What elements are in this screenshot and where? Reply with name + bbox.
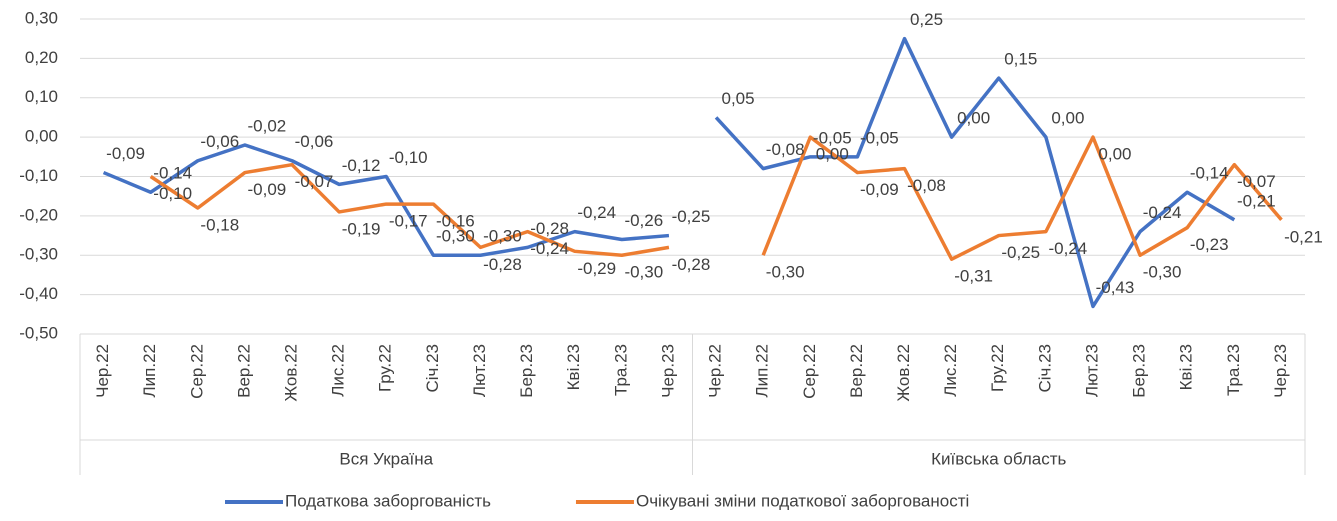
data-label: -0,21 xyxy=(1284,227,1323,246)
series-line xyxy=(149,162,670,257)
data-label: -0,14 xyxy=(153,164,192,183)
data-label: -0,30 xyxy=(1143,263,1182,282)
data-label: -0,14 xyxy=(1190,164,1229,183)
data-label: -0,09 xyxy=(860,180,899,199)
x-tick-label: Чер.22 xyxy=(93,344,112,398)
data-label: -0,24 xyxy=(1048,239,1087,258)
x-tick-label: Вер.22 xyxy=(234,344,253,398)
data-label: 0,00 xyxy=(957,109,990,128)
y-tick-label: -0,50 xyxy=(19,323,58,342)
data-label: -0,30 xyxy=(624,263,663,282)
y-tick-label: -0,10 xyxy=(19,166,58,185)
data-label: -0,07 xyxy=(1237,172,1276,191)
data-label: 0,15 xyxy=(1004,50,1037,69)
data-label: -0,05 xyxy=(813,128,852,147)
data-label: -0,08 xyxy=(907,176,946,195)
legend-label: Очікувані зміни податкової заборгованост… xyxy=(636,491,969,510)
data-label: -0,18 xyxy=(200,215,239,234)
x-tick-label: Лип.22 xyxy=(140,344,159,398)
y-tick-label: -0,20 xyxy=(19,205,58,224)
data-label: -0,25 xyxy=(672,207,711,226)
data-label: -0,24 xyxy=(1143,203,1182,222)
y-tick-label: 0,10 xyxy=(25,87,58,106)
data-label: -0,19 xyxy=(342,219,381,238)
x-tick-label: Вер.22 xyxy=(847,344,866,398)
data-label: -0,02 xyxy=(248,116,287,135)
x-tick-label: Гру.22 xyxy=(376,344,395,392)
x-tick-label: Сер.22 xyxy=(187,344,206,399)
data-label: -0,10 xyxy=(389,148,428,167)
data-label: -0,28 xyxy=(483,255,522,274)
data-label: 0,25 xyxy=(910,10,943,29)
y-tick-label: -0,30 xyxy=(19,245,58,264)
data-label: -0,26 xyxy=(624,211,663,230)
x-tick-label: Чер.23 xyxy=(1271,344,1290,398)
x-tick-label: Лис.22 xyxy=(941,344,960,397)
data-label: 0,00 xyxy=(1098,145,1131,164)
data-label: -0,28 xyxy=(530,219,569,238)
x-tick-label: Тра.23 xyxy=(1224,344,1243,396)
data-label: -0,12 xyxy=(342,156,381,175)
data-label: -0,28 xyxy=(672,255,711,274)
data-label: -0,31 xyxy=(954,267,993,286)
x-tick-label: Жов.22 xyxy=(894,344,913,402)
data-label: -0,30 xyxy=(436,227,475,246)
x-tick-label: Січ.23 xyxy=(423,344,442,393)
data-label: -0,07 xyxy=(295,172,334,191)
data-label: -0,24 xyxy=(577,203,616,222)
data-label: 0,00 xyxy=(816,145,849,164)
x-tick-label: Січ.23 xyxy=(1035,344,1054,393)
x-tick-label: Сер.22 xyxy=(800,344,819,399)
data-label: -0,09 xyxy=(106,144,145,163)
data-label: -0,30 xyxy=(766,263,805,282)
data-label: -0,09 xyxy=(248,180,287,199)
x-tick-label: Кві.23 xyxy=(1177,344,1196,390)
data-label: -0,06 xyxy=(200,132,239,151)
data-label: -0,23 xyxy=(1190,235,1229,254)
x-tick-label: Кві.23 xyxy=(564,344,583,390)
data-label: -0,43 xyxy=(1096,278,1135,297)
x-tick-label: Тра.23 xyxy=(611,344,630,396)
y-tick-label: 0,00 xyxy=(25,127,58,146)
series-line xyxy=(761,135,1283,261)
data-label: -0,30 xyxy=(483,227,522,246)
data-label: 0,05 xyxy=(722,89,755,108)
data-label: 0,00 xyxy=(1051,109,1084,128)
data-label: -0,06 xyxy=(295,132,334,151)
x-tick-label: Чер.23 xyxy=(658,344,677,398)
x-tick-label: Бер.23 xyxy=(517,344,536,398)
x-tick-label: Гру.22 xyxy=(988,344,1007,392)
series-line xyxy=(102,143,670,257)
data-label: -0,05 xyxy=(860,128,899,147)
y-tick-label: -0,40 xyxy=(19,284,58,303)
y-tick-label: 0,20 xyxy=(25,48,58,67)
data-label: -0,17 xyxy=(389,212,428,231)
x-tick-label: Лют.23 xyxy=(1082,344,1101,397)
y-tick-label: 0,30 xyxy=(25,8,58,27)
x-tick-label: Бер.23 xyxy=(1130,344,1149,398)
data-label: -0,29 xyxy=(577,259,616,278)
data-label: -0,16 xyxy=(436,212,475,231)
legend-label: Податкова заборгованість xyxy=(285,491,491,510)
group-label: Київська область xyxy=(931,449,1066,468)
data-label: -0,24 xyxy=(530,239,569,258)
x-tick-label: Лют.23 xyxy=(470,344,489,397)
data-label: -0,10 xyxy=(153,184,192,203)
x-tick-label: Жов.22 xyxy=(282,344,301,402)
group-label: Вся Україна xyxy=(339,449,433,468)
x-tick-label: Чер.22 xyxy=(706,344,725,398)
data-label: -0,25 xyxy=(1001,243,1040,262)
x-tick-label: Лис.22 xyxy=(329,344,348,397)
data-label: -0,08 xyxy=(766,140,805,159)
x-tick-label: Лип.22 xyxy=(753,344,772,398)
data-label: -0,21 xyxy=(1237,191,1276,210)
